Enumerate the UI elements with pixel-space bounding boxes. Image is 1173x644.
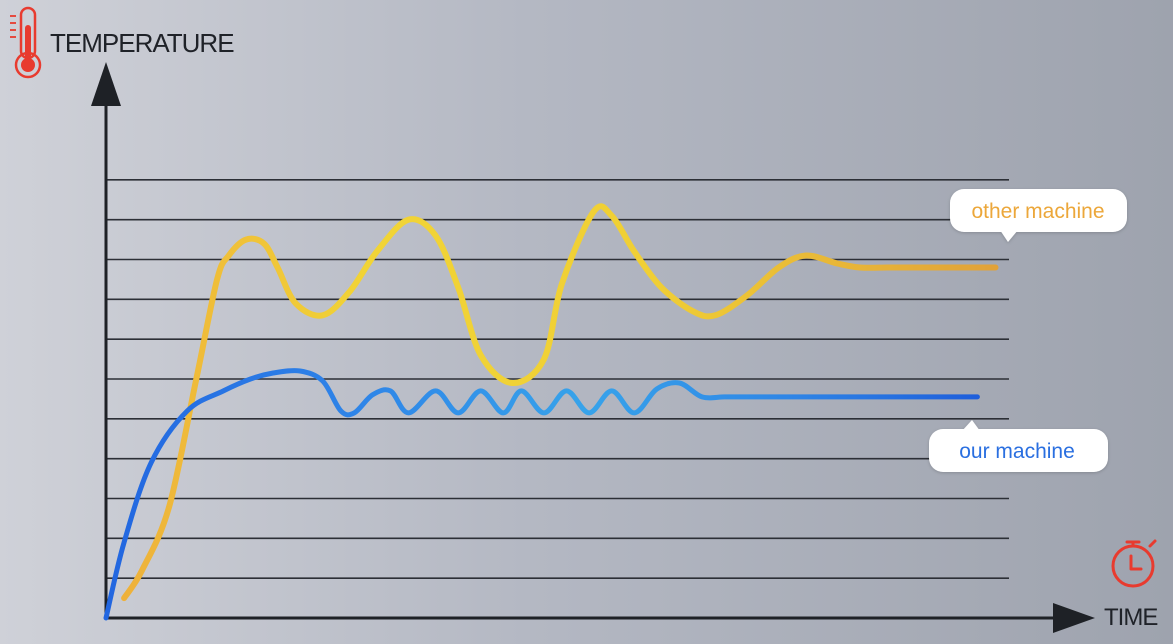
- y-axis-arrow: [91, 62, 121, 106]
- series-line-our-machine: [103, 368, 980, 621]
- callout-other-machine: [950, 189, 1127, 242]
- legend-label-other-machine: other machine: [971, 200, 1104, 223]
- y-axis-title: TEMPERATURE: [50, 28, 234, 58]
- series-line-other-machine: [121, 203, 999, 602]
- thermometer-icon: [10, 6, 42, 79]
- callout-our-machine: [929, 420, 1108, 472]
- x-axis-title: TIME: [1104, 604, 1157, 631]
- legend-label-our-machine: our machine: [959, 440, 1075, 463]
- x-axis-arrow: [1053, 603, 1095, 633]
- axes: [91, 62, 1095, 633]
- stopwatch-icon: [1111, 539, 1157, 588]
